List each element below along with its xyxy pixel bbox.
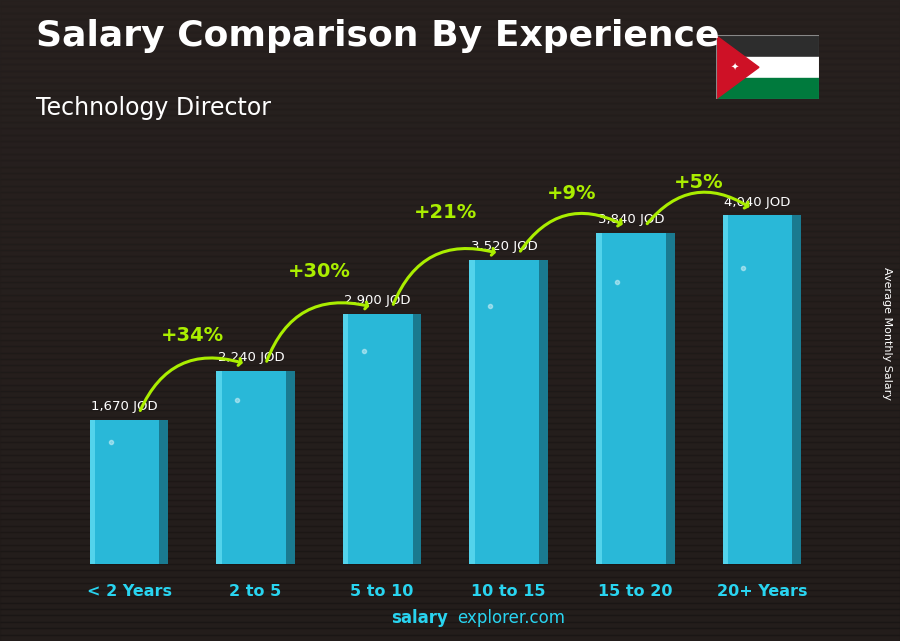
Text: 15 to 20: 15 to 20 [598, 584, 672, 599]
Polygon shape [666, 233, 674, 564]
Text: 3,840 JOD: 3,840 JOD [598, 213, 664, 226]
Polygon shape [412, 314, 421, 564]
Bar [716, 78, 819, 99]
Bar [723, 215, 792, 564]
Text: salary: salary [392, 609, 448, 627]
Polygon shape [792, 215, 801, 564]
Text: 5 to 10: 5 to 10 [350, 584, 414, 599]
Bar [343, 314, 412, 564]
Text: < 2 Years: < 2 Years [86, 584, 172, 599]
Text: 20+ Years: 20+ Years [716, 584, 807, 599]
Text: explorer.com: explorer.com [457, 609, 565, 627]
Text: 1,670 JOD: 1,670 JOD [91, 400, 158, 413]
Text: +34%: +34% [161, 326, 224, 345]
Bar [470, 260, 475, 564]
Text: Salary Comparison By Experience: Salary Comparison By Experience [36, 19, 719, 53]
Bar [90, 420, 95, 564]
Text: 4,040 JOD: 4,040 JOD [724, 196, 790, 208]
Text: Average Monthly Salary: Average Monthly Salary [881, 267, 892, 400]
Polygon shape [159, 420, 168, 564]
Bar [716, 56, 819, 78]
Text: Technology Director: Technology Director [36, 96, 271, 120]
Text: 2,240 JOD: 2,240 JOD [218, 351, 284, 364]
Polygon shape [716, 35, 759, 99]
Text: ✦: ✦ [731, 62, 739, 72]
Polygon shape [286, 370, 295, 564]
Text: +9%: +9% [547, 183, 597, 203]
Text: 2,900 JOD: 2,900 JOD [345, 294, 411, 307]
Text: 10 to 15: 10 to 15 [472, 584, 546, 599]
Polygon shape [539, 260, 548, 564]
Bar [723, 215, 728, 564]
Bar [596, 233, 666, 564]
Bar [470, 260, 539, 564]
Bar [596, 233, 601, 564]
Text: +5%: +5% [674, 173, 724, 192]
Bar [216, 370, 286, 564]
Text: +30%: +30% [287, 262, 350, 281]
Bar [716, 35, 819, 56]
Bar [216, 370, 222, 564]
Text: 3,520 JOD: 3,520 JOD [471, 240, 537, 253]
Text: 2 to 5: 2 to 5 [230, 584, 282, 599]
Bar [343, 314, 348, 564]
Bar [90, 420, 159, 564]
Text: +21%: +21% [414, 203, 477, 222]
